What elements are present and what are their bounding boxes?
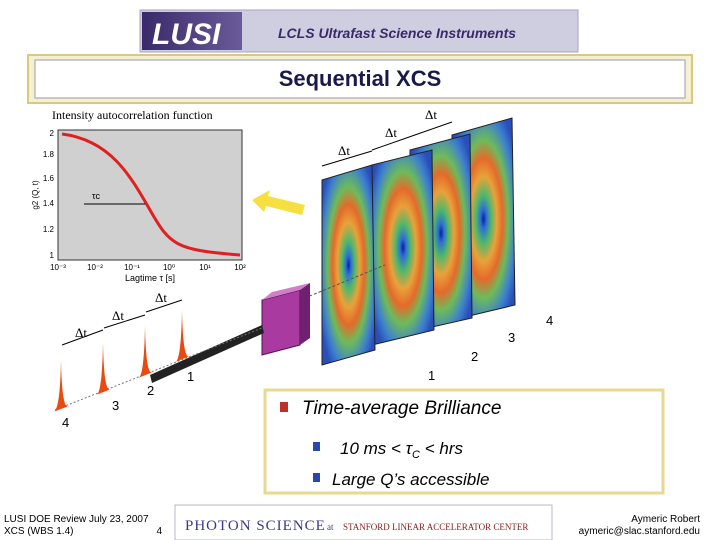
detector-number: 4	[546, 313, 553, 328]
page-number: 4	[156, 526, 162, 537]
delay-arrow	[411, 121, 453, 137]
text-part: < hrs	[420, 439, 463, 458]
tau-label: τc	[92, 191, 101, 201]
x-tick-label: 10⁻³	[50, 263, 66, 272]
x-tick-label: 10⁻²	[87, 263, 103, 272]
x-ticks: 10⁻³ 10⁻² 10⁻¹ 10⁰ 10¹ 10²	[50, 263, 246, 272]
detector-number: 2	[471, 349, 478, 364]
pulse-number: 3	[112, 398, 119, 413]
pulse-number: 4	[62, 415, 69, 430]
header-subtitle: LCLS Ultrafast Science Instruments	[278, 25, 516, 41]
footer-at: at	[327, 522, 334, 532]
y-tick-label: 1.6	[43, 174, 55, 183]
photon-science: PHOTON SCIENCE	[185, 518, 326, 534]
delay-label: Δt	[155, 290, 167, 305]
x-tick-label: 10⁻¹	[124, 263, 140, 272]
pulse-axis	[54, 327, 263, 411]
author: Aymeric Robert	[631, 514, 700, 525]
text-part: 10 ms < τ	[340, 439, 414, 458]
detector-panel	[321, 164, 376, 366]
box-heading: Time-average Brilliance	[302, 398, 501, 419]
pulses	[53, 310, 190, 412]
beam	[299, 264, 386, 301]
sample-side	[300, 283, 310, 345]
bullet	[280, 402, 288, 412]
title-box	[34, 59, 686, 99]
y-tick-label: 1.2	[43, 225, 55, 234]
text-part: Large Q’s accessible	[332, 470, 490, 489]
y-tick-label: 1.4	[43, 199, 55, 208]
delay-label: Δt	[425, 107, 437, 122]
delay-label: Δt	[338, 143, 350, 158]
y-ticks: 2 1.8 1.6 1.4 1.2 1	[43, 129, 55, 260]
delay-arrow	[145, 299, 183, 313]
x-axis-label: Lagtime τ [s]	[125, 273, 175, 283]
pulse-number: 1	[187, 369, 194, 384]
sample-top	[262, 283, 310, 300]
logo-box	[142, 12, 242, 50]
bullet-text: 10 ms < τC < hrs	[340, 439, 463, 461]
delay-arrow	[103, 314, 146, 329]
pulse	[96, 343, 111, 395]
beam-pipe	[150, 325, 264, 383]
pulse	[175, 310, 190, 362]
sample-face	[261, 289, 301, 356]
delay-arrows	[321, 121, 453, 167]
footer-logo-box	[174, 504, 553, 540]
pulse-number: 2	[147, 383, 154, 398]
x-tick-label: 10²	[234, 263, 246, 272]
info-box	[263, 388, 665, 495]
slac: STANFORD LINEAR ACCELERATOR CENTER	[343, 522, 528, 532]
bullet	[313, 473, 320, 482]
curve	[61, 132, 241, 257]
detector-number: 1	[428, 368, 435, 383]
plot-title: Intensity autocorrelation function	[52, 108, 213, 122]
delay-arrow	[61, 329, 104, 346]
footer-left: LUSI DOE Review July 23, 2007	[4, 514, 149, 525]
arrow	[252, 190, 305, 215]
footer-left: XCS (WBS 1.4)	[4, 526, 73, 537]
pulse-arrows	[61, 299, 183, 346]
plot-area	[57, 129, 243, 261]
delay-arrow	[321, 150, 373, 167]
bullet-text: Large Q’s accessible	[332, 470, 490, 489]
x-tick-label: 10¹	[199, 263, 211, 272]
y-tick-label: 1	[50, 251, 55, 260]
detectors	[321, 117, 516, 366]
delay-label: Δt	[385, 125, 397, 140]
delay-label: Δt	[112, 308, 124, 323]
pulse	[53, 360, 69, 412]
y-tick-label: 2	[50, 129, 55, 138]
y-axis-label: g2 (Q, t)	[31, 180, 40, 210]
subscript: C	[412, 449, 420, 461]
detector-panel	[371, 149, 435, 346]
y-tick-label: 1.8	[43, 150, 55, 159]
detector-numbers: 1 2 3 4	[428, 313, 553, 383]
logo: LUSI	[152, 18, 221, 51]
pulse	[138, 326, 153, 378]
x-tick-label: 10⁰	[163, 263, 175, 272]
email: aymeric@slac.stanford.edu	[579, 526, 700, 537]
delay-arrow	[371, 135, 413, 151]
bullet	[313, 442, 320, 451]
delay-label: Δt	[75, 325, 87, 340]
pulse-numbers: 1 2 3 4	[62, 369, 194, 430]
detector-number: 3	[508, 330, 515, 345]
title: Sequential XCS	[279, 66, 442, 91]
